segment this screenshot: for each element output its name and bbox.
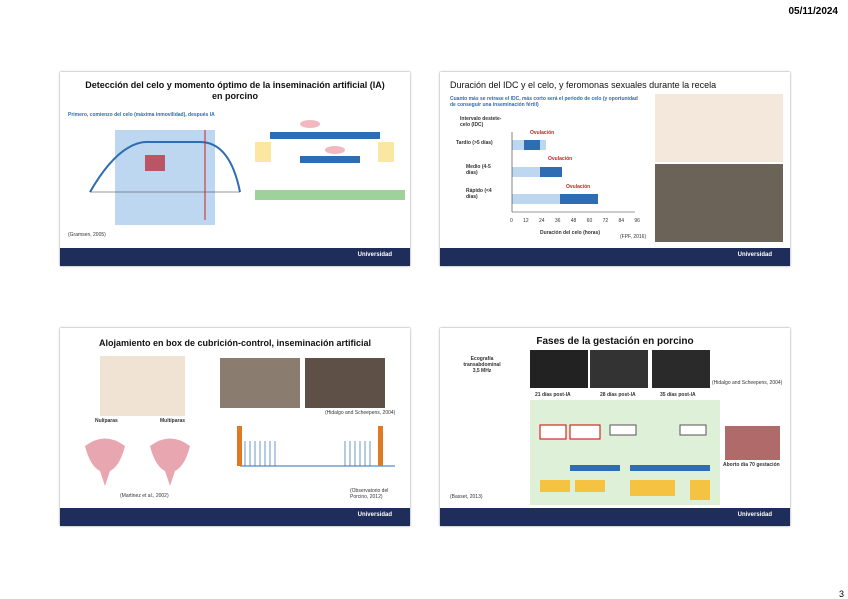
slide-title: Fases de la gestación en porcino [536,336,694,347]
reference: (FPF, 2016) [620,234,647,240]
ultrasound [652,350,710,388]
logo-text: Universidad [357,252,392,258]
slide: Fases de la gestación en porcino Ecograf… [440,328,790,526]
slide-title: Duración del IDC y el celo, y feromonas … [450,80,717,90]
ovulation-label: Ovulación [530,130,555,136]
tick-label: 48 [570,218,577,224]
axis-title: Intervalo destete-celo (IDC) [460,116,502,128]
reference: (Hidalgo and Scheepens, 2004) [712,380,783,386]
group-label: Rápido (<4 días) [466,188,492,200]
group-label: Medio (4-5 días) [466,164,491,176]
footer: Universidad [440,508,790,526]
label: Nulíparas [95,418,118,424]
ultrasound [530,350,588,388]
day-label: 28 días post-IA [600,392,636,398]
tick-label: 72 [602,218,609,224]
photo [305,358,385,408]
reference: (Martinez et al., 2002) [120,493,169,499]
logo-text: Universidad [737,512,772,518]
ticks: 0 12 24 36 48 60 72 84 96 [510,218,640,224]
slide: Detección del celo y momento óptimo de l… [60,72,410,266]
slide-title: Detección del celo y momento óptimo de l… [85,80,385,101]
date: 05/11/2024 [788,6,839,17]
tick-label: 84 [618,218,625,224]
bars [511,132,635,213]
slide: Alojamiento en box de cubrición-control,… [60,328,410,526]
reference: (Hidalgo and Scheepens, 2004) [325,410,396,416]
subtitle: Cuanto más se retrase el IDC, más corto … [450,96,638,108]
reference: (Gramsen, 2005) [68,232,106,238]
photo [220,358,300,408]
tick-label: 12 [523,218,529,224]
method: Ecografía transabdominal 3,5 MHz [463,356,501,374]
ovulation-label: Ovulación [566,184,591,190]
diagram [85,426,395,486]
ultrasound [590,350,648,388]
illustration [100,356,185,416]
footer: Universidad [60,248,410,266]
diagram [89,120,405,225]
tick-label: 24 [539,218,545,224]
day-label: 21 días post-IA [535,392,571,398]
illustration [655,94,783,162]
tick-label: 36 [554,218,561,224]
ovulation-label: Ovulación [548,156,573,162]
group-label: Tardío (>5 días) [456,140,493,146]
slide: Duración del IDC y el celo, y feromonas … [440,72,790,266]
photo [655,164,783,242]
photo [725,426,780,460]
slide-title: Alojamiento en box de cubrición-control,… [98,338,372,348]
tick-label: 0 [510,218,513,224]
logo-text: Universidad [737,252,772,258]
tick-label: 96 [634,218,640,224]
footer: Universidad [440,248,790,266]
reference: (Observatorio del Porcino, 2012) [350,488,389,500]
page-number: 3 [838,589,844,599]
logo-text: Universidad [357,512,392,518]
diagram [530,400,720,505]
tick-label: 60 [586,218,593,224]
x-title: Duración del celo (horas) [540,230,601,236]
label: Multíparas [160,418,186,424]
footer: Universidad [60,508,410,526]
reference: (Basset, 2013) [450,494,483,500]
day-label: 35 días post-IA [660,392,696,398]
caption: Aborto día 70 gestación [723,462,780,468]
subtitle: Primero, comienzo del celo (máxima inmov… [68,112,215,118]
